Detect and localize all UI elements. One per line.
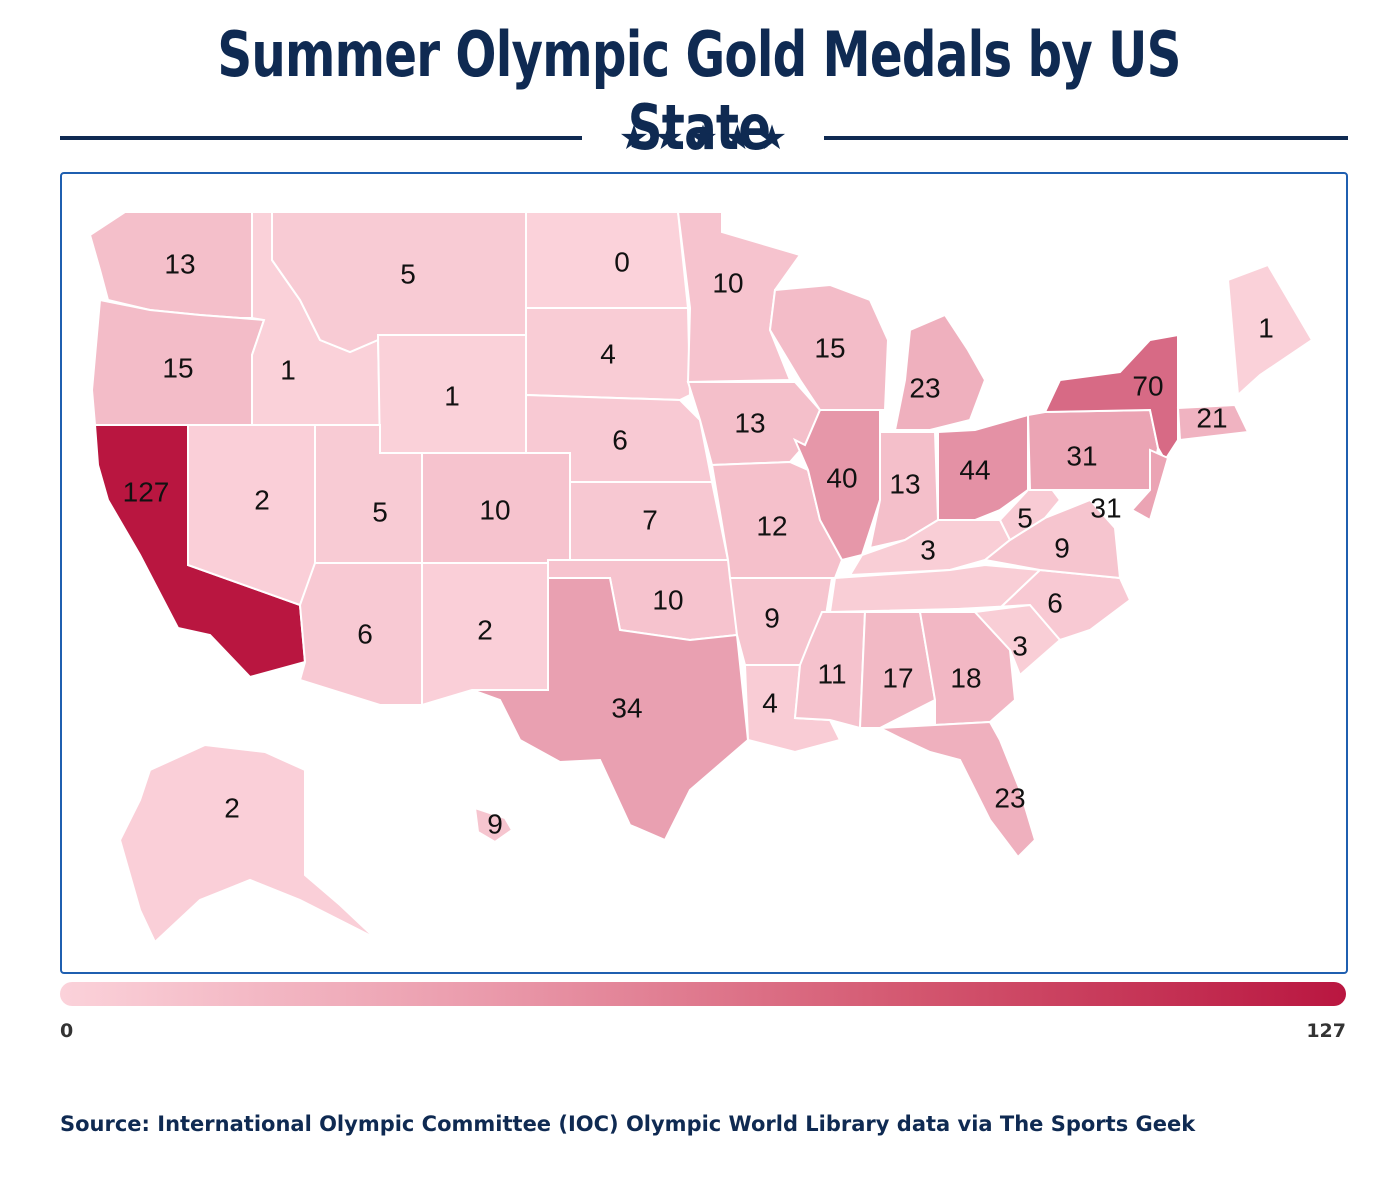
state-value-mo: 12 — [756, 510, 787, 541]
legend-min-label: 0 — [60, 1020, 74, 1042]
state-value-ut: 5 — [372, 496, 388, 527]
source-note: Source: International Olympic Committee … — [60, 1112, 1196, 1136]
state-value-ks: 7 — [642, 504, 658, 535]
state-value-co: 10 — [479, 494, 510, 525]
state-value-la: 4 — [762, 687, 778, 718]
state-nd — [525, 211, 690, 309]
state-value-nc: 6 — [1047, 587, 1063, 618]
state-wv — [998, 478, 1062, 542]
state-value-ny: 70 — [1132, 370, 1163, 401]
state-value-sc: 3 — [1012, 630, 1028, 661]
state-al — [858, 611, 937, 729]
state-value-al: 17 — [882, 662, 913, 693]
state-value-ca: 127 — [123, 476, 170, 507]
state-value-il: 40 — [826, 462, 857, 493]
state-ak — [118, 743, 376, 944]
states-layer — [88, 211, 1314, 944]
state-ny — [1043, 333, 1179, 462]
state-mi — [893, 313, 987, 431]
state-value-mt: 5 — [400, 258, 416, 289]
state-value-ms: 11 — [817, 658, 846, 689]
state-value-wa: 13 — [164, 248, 195, 279]
state-value-me: 1 — [1258, 312, 1274, 343]
state-value-pa: 31 — [1066, 440, 1097, 471]
state-value-wv: 5 — [1017, 502, 1033, 533]
state-value-ia: 13 — [734, 407, 765, 438]
state-ia — [686, 381, 822, 467]
state-me — [1226, 263, 1314, 398]
state-nj — [1130, 448, 1170, 522]
state-value-oh: 44 — [959, 454, 990, 485]
legend-max-label: 127 — [1306, 1020, 1346, 1042]
state-value-ga: 18 — [950, 662, 981, 693]
state-value-hi: 9 — [487, 808, 503, 839]
state-value-mi: 23 — [909, 372, 940, 403]
state-value-nd: 0 — [614, 246, 630, 277]
state-value-ne: 6 — [612, 424, 628, 455]
state-value-ma: 21 — [1196, 402, 1227, 433]
state-value-ok: 10 — [652, 584, 683, 615]
state-value-id: 1 — [280, 354, 296, 385]
divider-line-left — [60, 136, 582, 140]
state-value-az: 6 — [357, 618, 373, 649]
state-ma — [1176, 403, 1250, 442]
stars-ornament: ★★★★★ — [618, 118, 792, 158]
state-value-ak: 2 — [224, 792, 240, 823]
state-value-wi: 15 — [814, 332, 845, 363]
state-value-mn: 10 — [712, 267, 743, 298]
state-value-nv: 2 — [254, 484, 270, 515]
state-value-ky: 3 — [920, 534, 936, 565]
legend-color-scale — [60, 982, 1346, 1006]
title-divider: ★★★★★ — [60, 118, 1348, 158]
state-value-wy: 1 — [444, 380, 460, 411]
state-value-nm: 2 — [477, 614, 493, 645]
state-value-va: 9 — [1054, 532, 1070, 563]
state-value-ar: 9 — [764, 602, 780, 633]
state-fl — [876, 720, 1037, 859]
state-nc — [939, 568, 1132, 642]
state-value-tx: 34 — [611, 692, 642, 723]
state-wi — [768, 283, 890, 411]
divider-line-right — [824, 136, 1348, 140]
state-value-in: 13 — [889, 468, 920, 499]
labels-layer: 1315127125156102046710341013129415402313… — [123, 246, 1274, 839]
state-tx — [471, 577, 750, 842]
state-sd — [525, 307, 692, 402]
state-value-sd: 4 — [600, 338, 616, 369]
state-hi — [473, 806, 514, 844]
state-value-fl: 23 — [994, 782, 1025, 813]
state-value-or: 15 — [162, 352, 193, 383]
state-value-nj: 31 — [1090, 492, 1121, 523]
page-title: Summer Olympic Gold Medals by US State — [217, 18, 1181, 164]
